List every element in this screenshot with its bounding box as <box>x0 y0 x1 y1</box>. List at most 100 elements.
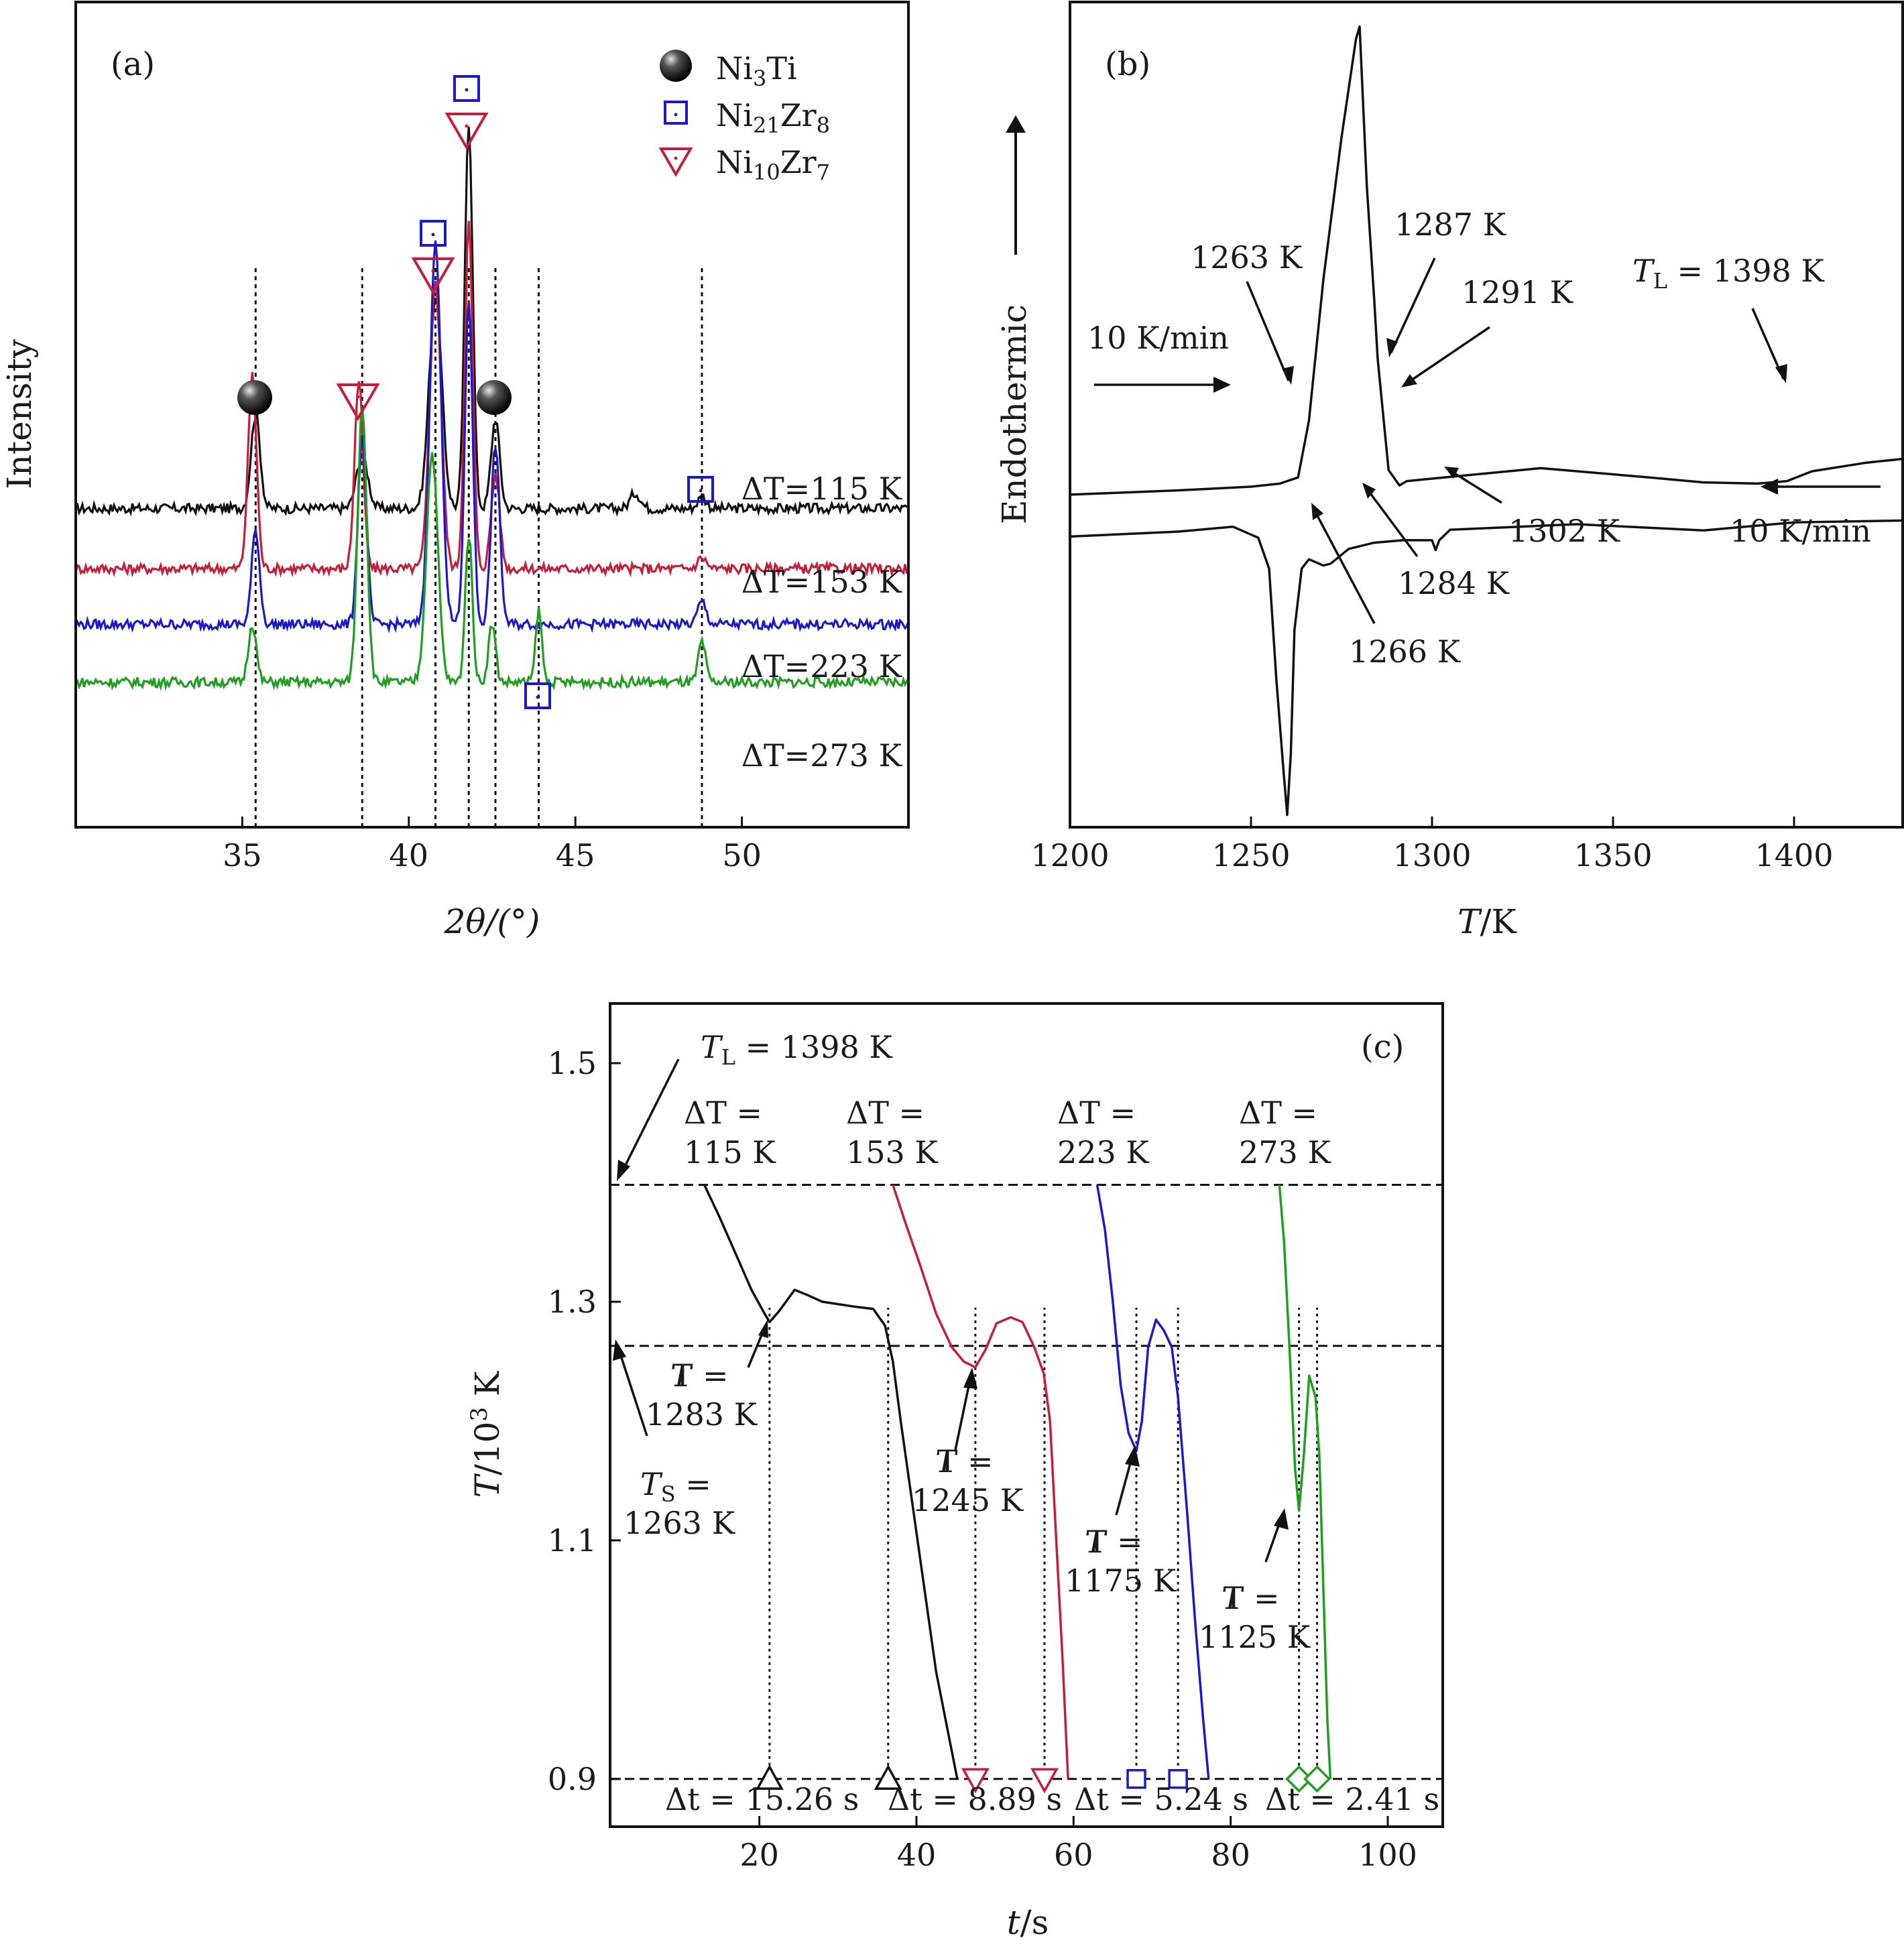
annotation-tmin-1175-value: 1175 K <box>1065 1563 1177 1599</box>
annotation-cooling-rate: 10 K/min <box>1730 513 1871 549</box>
xrd-series-line <box>76 408 908 692</box>
y-tick-label: 1.5 <box>548 1045 597 1081</box>
dt-marker <box>1030 1768 1059 1794</box>
panel-c-annotations: TL = 1398 K TS = 1263 K ΔT = 115 K ΔT = … <box>613 1029 1439 1817</box>
legend-ni10zr7-label: Ni10Zr7 <box>716 144 830 185</box>
legend-square-marker <box>664 101 688 125</box>
series-label-153-c-value: 153 K <box>846 1134 939 1170</box>
panel-b-tag: (b) <box>1105 46 1150 83</box>
x-tick-label: 20 <box>739 1837 779 1873</box>
panel-a-peak-markers <box>237 75 714 709</box>
panel-c-y-axis-label: T/103 K <box>466 1370 507 1498</box>
peak-marker-ni21zr8 <box>687 476 714 503</box>
annotation-dt-8: Δt = 8.89 s <box>888 1781 1062 1817</box>
annotation-tmin-1175: TT = <box>1085 1524 1143 1560</box>
annotation-dt-2: Δt = 2.41 s <box>1265 1781 1439 1817</box>
series-label-273: ΔT=273 K <box>741 737 903 774</box>
dt-marker <box>755 1764 784 1790</box>
x-tick-label: 45 <box>556 837 595 873</box>
annotation-dt-15: Δt = 15.26 s <box>665 1781 859 1817</box>
series-label-223-c-value: 223 K <box>1057 1134 1150 1170</box>
peak-marker-ni10zr7 <box>336 383 380 421</box>
panel-a-frame <box>74 1 910 829</box>
legend-sphere-marker <box>660 50 692 82</box>
x-tick-label: 1200 <box>1030 837 1109 873</box>
annotation-1291k: 1291 K <box>1462 274 1574 310</box>
cooling-curve <box>703 1184 959 1780</box>
y-tick-label: 0.9 <box>548 1761 597 1797</box>
x-tick-label: 1350 <box>1573 837 1652 873</box>
legend-triangle-marker <box>658 147 693 177</box>
x-tick-label: 80 <box>1211 1837 1250 1873</box>
x-tick-label: 60 <box>1054 1837 1093 1873</box>
series-label-273-c: ΔT = <box>1239 1095 1317 1131</box>
panel-a-plot-area <box>76 127 908 827</box>
annotation-liquidus: TL = 1398 K <box>1632 253 1825 294</box>
panel-b-frame <box>1069 1 1904 829</box>
dt-marker <box>1303 1765 1331 1793</box>
x-tick-label: 40 <box>897 1837 937 1873</box>
panel-b-x-axis-label: T/K <box>1457 902 1517 941</box>
series-label-115: ΔT=115 K <box>741 471 903 507</box>
x-tick-label: 1250 <box>1211 837 1290 873</box>
peak-marker-ni21zr8 <box>524 682 551 709</box>
annotation-1284k: 1284 K <box>1398 565 1510 601</box>
peak-marker-ni10zr7 <box>444 113 489 150</box>
panel-a-legend: Ni3Ti Ni21Zr8 Ni10Zr7 <box>658 50 830 185</box>
cooling-curve <box>1095 1184 1210 1779</box>
panel-a-x-axis-label: 2θ/(°) <box>444 902 540 941</box>
annotation-tmin-1283-value: 1283 K <box>646 1396 758 1433</box>
panel-a-series-labels: ΔT=115 K ΔT=153 K ΔT=223 K ΔT=273 K <box>741 471 903 774</box>
y-tick-label: 1.1 <box>548 1522 597 1559</box>
panel-c-ticks: 20 40 60 80 100 1.5 1.3 1.1 0.9 <box>548 1045 1417 1873</box>
x-tick-label: 40 <box>390 837 429 873</box>
panel-b-x-ticks: 1200 1250 1300 1350 1400 <box>1030 816 1834 873</box>
annotation-1263k: 1263 K <box>1191 239 1303 276</box>
panel-c-plot-area <box>610 1184 1443 1794</box>
cooling-curve <box>1278 1184 1332 1779</box>
annotation-1266k: 1266 K <box>1349 633 1462 670</box>
panel-b-y-axis-label: Endothermic <box>995 304 1034 524</box>
panel-b-plot-area <box>1070 25 1903 816</box>
panel-c-frame <box>609 1002 1444 1828</box>
dt-marker <box>1168 1769 1188 1789</box>
x-tick-label: 50 <box>722 837 762 873</box>
dt-marker <box>1126 1769 1146 1789</box>
xrd-series-line <box>76 240 908 633</box>
panel-a-x-ticks: 35 40 45 50 <box>223 816 762 873</box>
panel-c-x-axis-label: t/s <box>1007 1903 1049 1942</box>
dt-marker <box>961 1768 990 1794</box>
legend-ni21zr8-label: Ni21Zr8 <box>716 97 830 138</box>
annotation-tmin-1245-value: 1245 K <box>912 1482 1024 1518</box>
dsc-heating-curve <box>1070 25 1903 496</box>
series-label-153: ΔT=153 K <box>741 564 903 600</box>
annotation-tmin-1125: TT = <box>1222 1580 1280 1616</box>
panel-a-tag: (a) <box>111 46 155 83</box>
y-tick-label: 1.3 <box>548 1284 597 1320</box>
dt-marker <box>1285 1765 1313 1793</box>
endothermic-arrowhead <box>1006 115 1026 133</box>
x-tick-label: 1400 <box>1754 837 1833 873</box>
annotation-1287k: 1287 K <box>1394 206 1507 243</box>
annotation-solidus-c: TS = <box>640 1466 711 1507</box>
peak-marker-ni21zr8 <box>420 220 447 247</box>
annotation-tmin-1283: TT = <box>670 1357 729 1394</box>
x-tick-label: 100 <box>1358 1837 1417 1873</box>
cooling-curve <box>892 1184 1069 1779</box>
series-label-115-c: ΔT = <box>684 1095 762 1131</box>
annotation-liquidus-c: TL = 1398 K <box>701 1029 893 1070</box>
series-label-115-c-value: 115 K <box>684 1134 776 1170</box>
panel-b: 1200 1250 1300 1350 1400 (b) T/K Endothermic… <box>995 1 1904 941</box>
annotation-1302k: 1302 K <box>1508 513 1621 549</box>
x-tick-label: 35 <box>223 837 262 873</box>
series-label-153-c: ΔT = <box>846 1095 925 1131</box>
annotation-dt-5: Δt = 5.24 s <box>1074 1781 1248 1817</box>
legend-ni3ti-label: Ni3Ti <box>716 50 797 91</box>
panel-b-annotations: 1263 K 1287 K 1291 K TL = 1398 K 10 K/mi… <box>1087 206 1881 670</box>
series-label-223-c: ΔT = <box>1057 1095 1136 1131</box>
annotation-tmin-1125-value: 1125 K <box>1199 1619 1311 1655</box>
peak-marker-ni10zr7 <box>411 257 455 295</box>
peak-marker-ni3ti <box>237 380 272 415</box>
annotation-tmin-1245: TT = <box>935 1443 994 1479</box>
